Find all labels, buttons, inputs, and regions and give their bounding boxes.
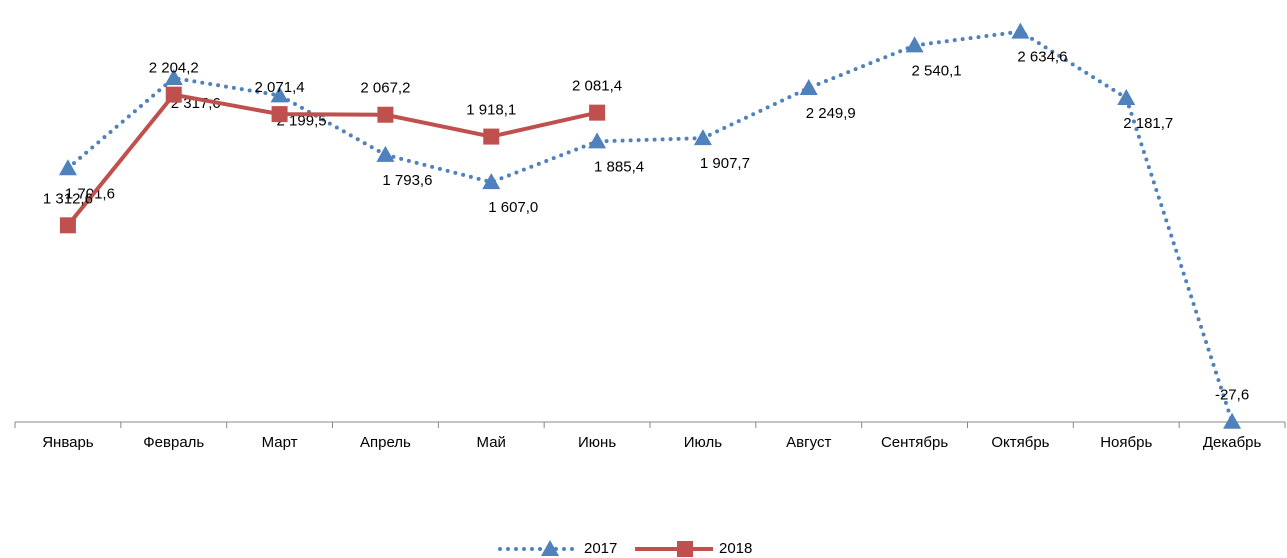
data-point [589,104,606,121]
data-point [693,129,712,146]
data-point [1011,22,1030,39]
data-label: 2 181,7 [1123,115,1173,132]
legend-label: 2018 [719,540,752,557]
data-point [377,106,394,123]
data-point [376,145,395,162]
data-label: 2 249,9 [806,105,856,122]
series-line [66,92,598,227]
data-point [799,78,818,95]
series-line [65,29,1235,424]
data-point [270,86,289,103]
x-tick-label: Март [262,434,298,451]
data-point [271,106,288,123]
data-point [164,69,183,86]
data-label: -27,6 [1215,387,1249,404]
data-point [58,159,77,176]
data-label: 1 607,0 [488,199,538,216]
data-label: 2 071,4 [255,79,305,96]
x-tick-label: Октябрь [991,434,1049,451]
data-label: 1 793,6 [382,172,432,189]
data-label: 2 067,2 [360,80,410,97]
legend-marker [677,541,693,557]
x-tick-label: Ноябрь [1100,434,1152,451]
data-point [905,36,924,53]
legend-marker [541,540,559,556]
data-label: 1 701,6 [65,185,115,202]
data-label: 1 312,6 [43,190,93,207]
x-tick-label: Сентябрь [881,434,948,451]
x-tick-label: Февраль [143,434,204,451]
x-tick-label: Август [786,434,831,451]
data-point [1223,412,1242,429]
data-label: 2 081,4 [572,78,622,95]
x-tick-label: Июнь [578,434,616,451]
data-point [588,132,607,149]
x-tick-label: Май [477,434,506,451]
data-label: 1 907,7 [700,155,750,172]
x-tick-label: Декабрь [1203,434,1262,451]
data-point [1117,88,1136,105]
data-label: 1 918,1 [466,102,516,119]
data-point [165,86,182,103]
data-label: 2 634,6 [1017,49,1067,66]
data-label: 2 204,2 [149,60,199,77]
legend-label: 2017 [584,540,617,557]
x-tick-label: Июль [684,434,722,451]
data-point [59,217,76,234]
data-label: 2 540,1 [912,62,962,79]
x-tick-label: Апрель [360,434,411,451]
data-label: 1 885,4 [594,158,644,175]
data-label: 2 199,5 [277,112,327,129]
data-point [483,128,500,145]
data-point [482,173,501,190]
x-tick-label: Январь [42,434,94,451]
